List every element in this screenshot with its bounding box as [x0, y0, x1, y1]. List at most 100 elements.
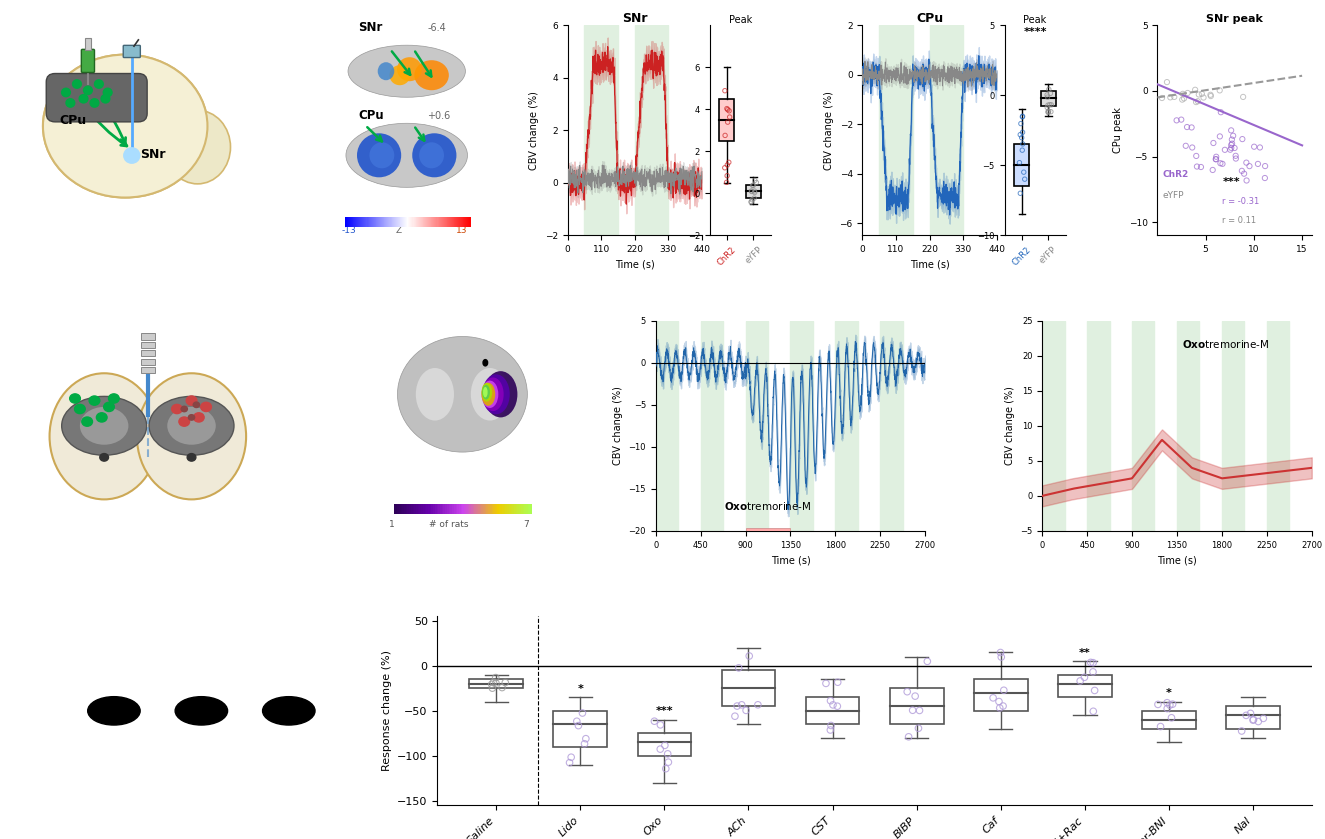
Bar	[404, 217, 405, 227]
Title: Peak: Peak	[1023, 15, 1047, 25]
Title: Peak: Peak	[729, 15, 751, 25]
Point	[1226, 149, 1247, 163]
Point	[1040, 86, 1061, 100]
Bar	[497, 503, 500, 514]
Bar	[1086, 320, 1109, 531]
Point	[1175, 139, 1196, 153]
Point	[1157, 76, 1178, 89]
Bar	[396, 217, 398, 227]
Bar	[515, 503, 518, 514]
Bar	[527, 503, 530, 514]
Circle shape	[61, 88, 70, 96]
Bar	[374, 217, 375, 227]
Bar	[456, 217, 457, 227]
Bar	[493, 503, 496, 514]
X-axis label: Time (s): Time (s)	[771, 555, 811, 565]
Bar	[372, 217, 374, 227]
Bar	[1142, 711, 1195, 729]
Bar	[347, 217, 348, 227]
Circle shape	[74, 404, 85, 414]
Bar	[400, 503, 403, 514]
Point	[1186, 149, 1207, 163]
Circle shape	[484, 360, 488, 366]
Text: ****: ****	[1023, 27, 1047, 37]
Point	[741, 195, 762, 209]
Bar	[372, 217, 375, 227]
Bar	[140, 341, 155, 348]
Circle shape	[83, 86, 93, 95]
Bar	[380, 217, 382, 227]
Ellipse shape	[419, 143, 444, 169]
Bar	[423, 503, 425, 514]
Ellipse shape	[356, 133, 401, 177]
Point	[1039, 82, 1060, 96]
Text: -13: -13	[342, 227, 356, 236]
Point	[1037, 105, 1059, 118]
Bar	[469, 503, 472, 514]
Point	[717, 103, 738, 117]
Point	[820, 723, 841, 737]
Circle shape	[187, 396, 197, 405]
Bar	[447, 217, 449, 227]
Point	[745, 185, 766, 199]
Point	[1219, 143, 1240, 156]
Point	[1177, 120, 1198, 133]
Point	[482, 681, 504, 695]
Bar	[469, 680, 523, 688]
Point	[1239, 159, 1260, 173]
Bar	[504, 503, 506, 514]
Point	[1210, 130, 1231, 143]
Point	[738, 649, 759, 663]
Ellipse shape	[484, 371, 517, 418]
Circle shape	[101, 95, 110, 103]
Point	[1162, 697, 1183, 711]
Bar	[466, 217, 469, 227]
Bar	[1132, 320, 1154, 531]
Bar	[405, 217, 407, 227]
Bar	[346, 217, 347, 227]
Point	[815, 677, 836, 690]
Text: +0.6: +0.6	[428, 112, 451, 122]
Bar	[421, 217, 423, 227]
Point	[568, 719, 590, 732]
Point	[1243, 713, 1264, 727]
Bar	[140, 350, 155, 357]
Bar	[411, 503, 413, 514]
Point	[717, 169, 738, 182]
Bar	[485, 503, 488, 514]
Bar	[378, 217, 380, 227]
Point	[1223, 129, 1244, 143]
Bar	[441, 217, 444, 227]
Bar	[421, 503, 424, 514]
Point	[1171, 93, 1192, 107]
Point	[559, 756, 580, 769]
Point	[1083, 705, 1104, 718]
Bar	[746, 320, 768, 531]
Bar	[509, 503, 511, 514]
Bar	[488, 503, 490, 514]
Point	[482, 675, 504, 689]
Bar	[447, 217, 448, 227]
Point	[481, 678, 502, 691]
Point	[1171, 113, 1192, 127]
Bar	[468, 503, 470, 514]
Bar	[525, 503, 527, 514]
Point	[1010, 186, 1031, 200]
Bar	[436, 217, 437, 227]
Bar	[354, 217, 355, 227]
Point	[823, 698, 844, 711]
Bar	[719, 99, 734, 141]
Point	[649, 743, 670, 756]
Ellipse shape	[378, 62, 395, 81]
Text: *: *	[578, 684, 583, 694]
Y-axis label: CPu peak: CPu peak	[1113, 107, 1124, 154]
Point	[1037, 105, 1059, 118]
Point	[827, 675, 848, 689]
Bar	[462, 503, 465, 514]
Bar	[889, 688, 943, 724]
Bar	[456, 217, 458, 227]
Point	[741, 185, 762, 198]
Bar	[358, 217, 360, 227]
Y-axis label: CBV change (%): CBV change (%)	[824, 91, 833, 169]
Bar	[431, 217, 433, 227]
